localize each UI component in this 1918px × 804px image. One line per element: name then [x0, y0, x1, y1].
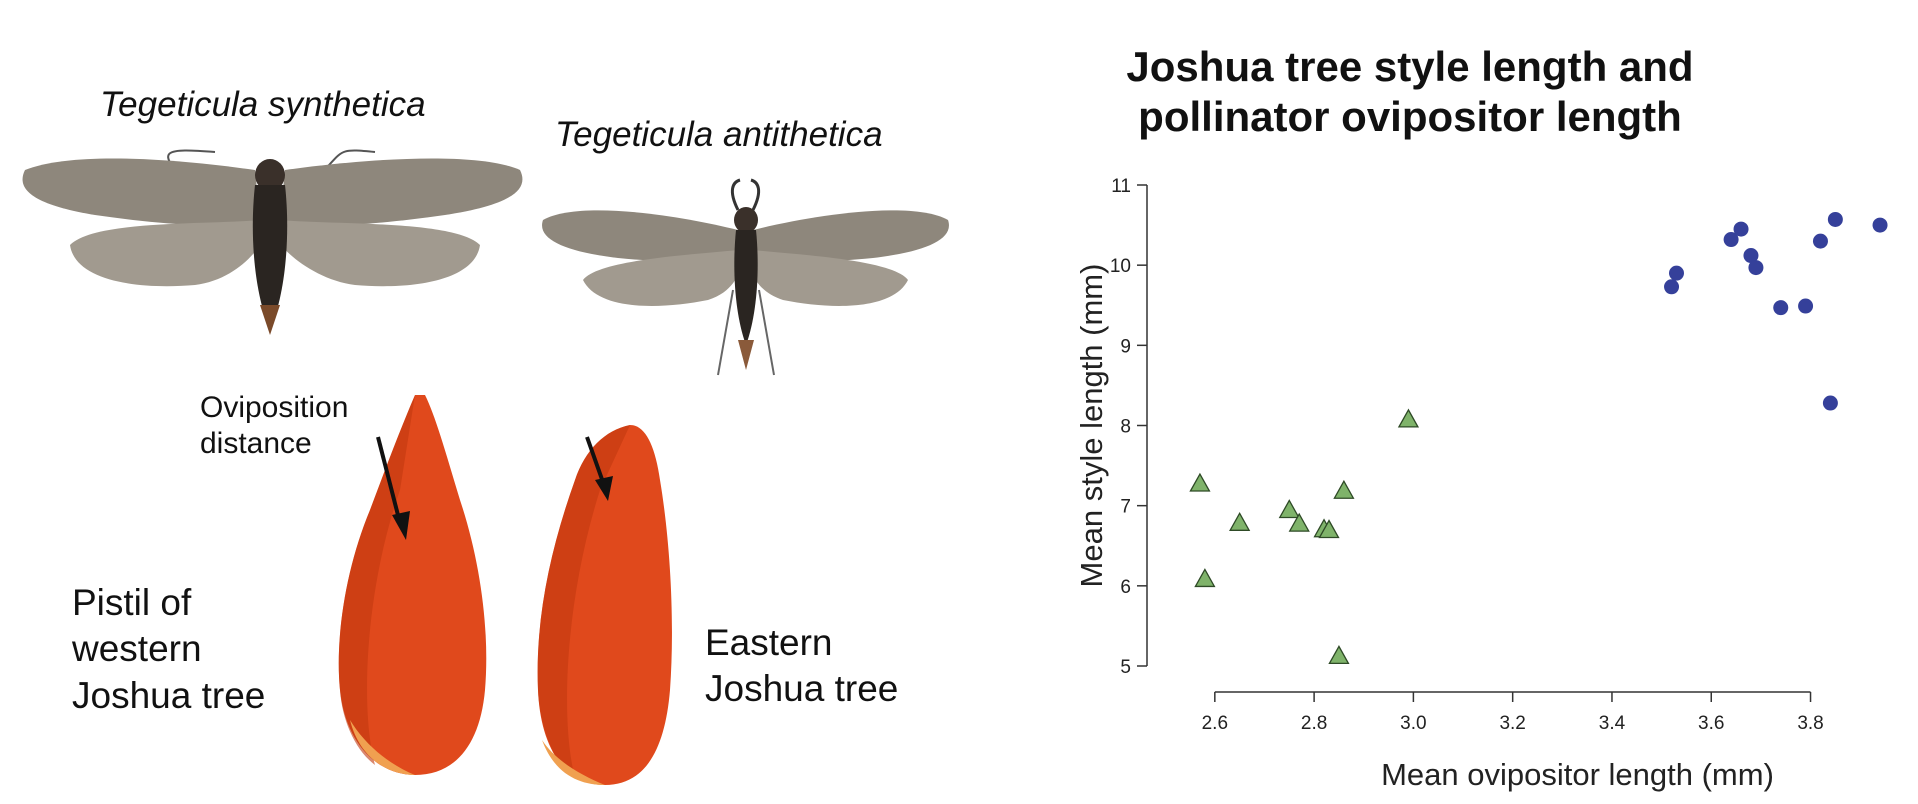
pistil-western-label: Pistil of western Joshua tree — [72, 582, 266, 716]
pistil-eastern-image — [537, 425, 672, 785]
data-point-circle — [1812, 233, 1828, 249]
y-tick-label: 7 — [1120, 497, 1131, 518]
data-point-circle — [1773, 300, 1789, 316]
y-axis-title: Mean style length (mm) — [1074, 264, 1109, 588]
data-point-circle — [1827, 211, 1843, 227]
oviposition-arrow-western — [376, 436, 410, 540]
data-point-triangle — [1288, 512, 1310, 532]
data-point-circle — [1822, 395, 1838, 411]
data-point-circle — [1664, 279, 1680, 295]
data-point-triangle — [1229, 511, 1251, 531]
moth-left-name: Tegeticula synthetica — [100, 85, 426, 124]
x-tick-label: 2.8 — [1301, 713, 1327, 734]
data-point-triangle — [1194, 568, 1216, 588]
oviposition-arrow-eastern — [585, 436, 613, 501]
x-tick-label: 3.6 — [1698, 713, 1724, 734]
data-point-circle — [1723, 232, 1739, 248]
pistil-eastern-label: Eastern Joshua tree — [705, 622, 899, 710]
data-point-circle — [1743, 248, 1759, 264]
chart-title: Joshua tree style length and pollinator … — [1126, 43, 1694, 141]
x-tick-label: 3.8 — [1797, 713, 1823, 734]
data-point-circle — [1733, 221, 1749, 237]
data-point-triangle — [1397, 408, 1420, 428]
y-tick-label: 11 — [1111, 176, 1131, 197]
data-point-triangle — [1318, 519, 1340, 539]
data-point-triangle — [1328, 645, 1350, 665]
moth-left-image — [22, 149, 523, 335]
y-tick-label: 6 — [1120, 577, 1131, 598]
moth-right-image — [542, 178, 949, 376]
y-tick-label: 10 — [1110, 256, 1131, 277]
y-tick-label: 5 — [1120, 657, 1131, 678]
x-tick-label: 3.2 — [1499, 713, 1525, 734]
moth-right-name: Tegeticula antithetica — [555, 115, 883, 154]
x-tick-label: 3.0 — [1400, 713, 1426, 734]
x-axis-title: Mean ovipositor length (mm) — [1381, 757, 1774, 792]
data-point-circle — [1669, 265, 1684, 281]
data-point-circle — [1798, 298, 1814, 314]
x-tick-label: 3.4 — [1599, 713, 1626, 734]
pistil-western-image — [338, 395, 487, 775]
data-point-triangle — [1333, 479, 1355, 499]
data-point-triangle — [1189, 472, 1211, 492]
oviposition-label: Oviposition distance — [200, 391, 349, 460]
y-tick-label: 8 — [1120, 417, 1131, 438]
data-point-circle — [1748, 260, 1764, 276]
data-point-circle — [1872, 217, 1888, 233]
scatter-chart: 5 6 7 8 9 10 11 2.6 2.8 3.0 3.2 3.4 3.6 3.8 Mean ovipo… — [1074, 176, 1888, 792]
y-tick-label: 9 — [1120, 336, 1131, 357]
data-point-triangle — [1278, 499, 1300, 519]
x-tick-label: 2.6 — [1202, 713, 1228, 734]
